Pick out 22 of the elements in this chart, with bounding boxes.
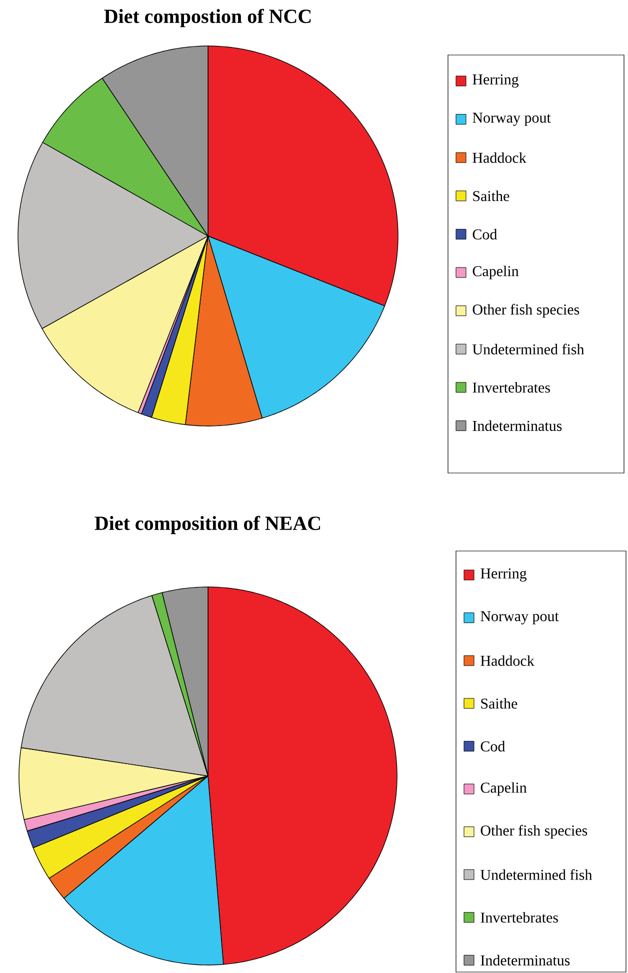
legend-label: Norway pout	[472, 112, 551, 126]
legend-label: Undetermined fish	[480, 869, 592, 880]
legend-label: Cod	[472, 228, 498, 240]
chart-title: Diet composition of NEAC	[94, 516, 320, 534]
legend-label: Invertebrates	[472, 382, 550, 393]
legend-label: Norway pout	[480, 611, 559, 624]
legend-label: Haddock	[472, 152, 526, 163]
legend-label: Saithe	[473, 190, 510, 202]
legend-label: Cod	[480, 740, 506, 752]
legend-label: Indeterminatus	[472, 420, 562, 431]
legend-label: Capelin	[472, 266, 519, 280]
legend-label: Undetermined fish	[472, 344, 584, 354]
legend-label: Saithe	[481, 698, 518, 709]
legend-label: Other fish species	[480, 824, 588, 839]
legend-label: Herring	[480, 568, 527, 582]
legend-label: Indeterminatus	[480, 954, 570, 966]
legend-label: Capelin	[480, 782, 527, 796]
legend-label: Other fish species	[472, 304, 580, 318]
legend-label: Invertebrates	[480, 912, 558, 923]
legend-label: Herring	[472, 74, 519, 88]
legend-label: Haddock	[480, 655, 534, 666]
chart-title: Diet compostion of NCC	[104, 8, 311, 28]
